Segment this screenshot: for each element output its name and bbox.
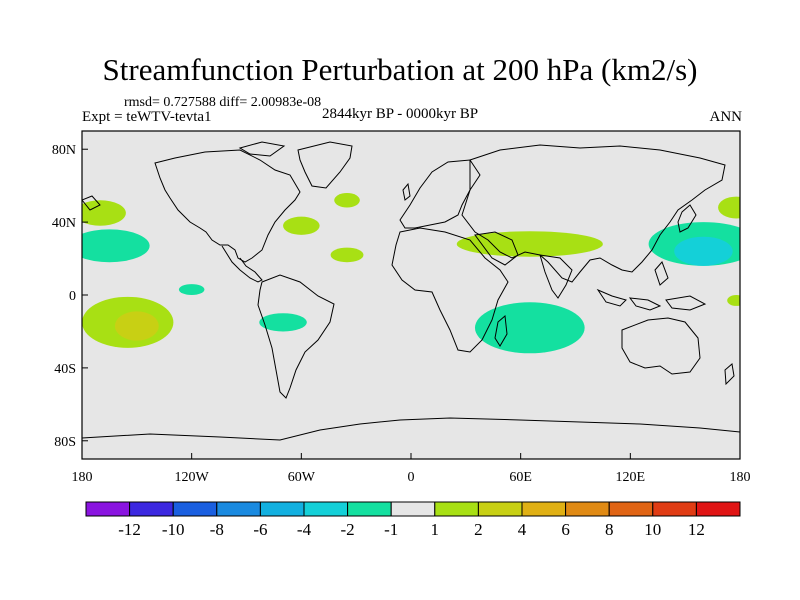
anomaly-region-2 — [82, 229, 150, 263]
colorbar-label: -2 — [341, 520, 355, 539]
season-label: ANN — [709, 109, 743, 125]
lat-tick-label: 40S — [54, 362, 76, 377]
anomaly-region-3 — [283, 216, 320, 235]
lon-tick-label: 120E — [616, 470, 646, 485]
anomaly-region-1 — [82, 200, 126, 226]
map-axes: 80N 40N 0 40S 80S 180 120W 60W 0 60E 120E 180 — [52, 143, 751, 485]
colorbar-label: -1 — [384, 520, 398, 539]
colorbar-swatch — [652, 501, 697, 517]
colorbar-swatch — [303, 501, 349, 517]
plot-title: Streamfunction Perturbation at 200 hPa (… — [102, 52, 698, 87]
lon-tick-label: 180 — [72, 470, 93, 485]
anomaly-region-4 — [334, 192, 360, 208]
lon-tick-label: 120W — [175, 470, 210, 485]
colorbar-swatch — [85, 501, 131, 517]
lat-tick-label: 40N — [52, 216, 76, 231]
colorbar-swatch — [695, 501, 741, 517]
colorbar-label: 4 — [518, 520, 527, 539]
colorbar-swatch — [565, 501, 610, 517]
colorbar-label: -12 — [118, 520, 141, 539]
lat-tick-label: 0 — [69, 289, 76, 304]
lon-tick-label: 0 — [408, 470, 415, 485]
colorbar-label: -6 — [253, 520, 267, 539]
colorbar-swatch — [608, 501, 654, 517]
colorbar-swatch — [477, 501, 523, 517]
anomaly-region-6 — [178, 284, 205, 295]
anomaly-region-9 — [259, 313, 307, 332]
colorbar-swatch — [521, 501, 567, 517]
anomaly-field — [82, 192, 740, 354]
colorbar-swatch — [259, 501, 305, 517]
lat-tick-label: 80N — [52, 143, 76, 158]
colorbar-label: 10 — [644, 520, 661, 539]
map-background — [82, 131, 740, 459]
colorbar-label: -10 — [162, 520, 185, 539]
colorbar-label: 2 — [474, 520, 483, 539]
anomaly-region-8 — [114, 311, 159, 341]
colorbar-swatch — [434, 501, 479, 517]
anomaly-region-15 — [727, 295, 740, 306]
colorbar-label: 6 — [561, 520, 570, 539]
period-label: 2844kyr BP - 0000kyr BP — [322, 106, 479, 122]
anomaly-region-5 — [330, 247, 364, 263]
lon-tick-label: 60E — [509, 470, 532, 485]
colorbar-label: -8 — [210, 520, 224, 539]
anomaly-region-14 — [718, 196, 740, 219]
colorbar-swatch — [216, 501, 261, 517]
colorbar-swatch — [129, 501, 174, 517]
colorbar-label: -4 — [297, 520, 312, 539]
colorbar-swatch — [390, 501, 436, 517]
experiment-label: Expt = teWTV-tevta1 — [82, 109, 212, 125]
colorbar-label: 8 — [605, 520, 614, 539]
anomaly-region-13 — [674, 236, 733, 266]
colorbar-label: 12 — [688, 520, 705, 539]
lon-tick-label: 180 — [730, 470, 751, 485]
colorbar-label: 1 — [431, 520, 440, 539]
colorbar-swatch — [347, 501, 392, 517]
anomaly-region-10 — [456, 231, 603, 257]
anomaly-region-11 — [474, 302, 585, 354]
lon-tick-label: 60W — [288, 470, 316, 485]
coastlines — [82, 141, 740, 441]
rmsd-diff-text: rmsd= 0.727588 diff= 2.00983e-08 — [124, 95, 322, 110]
lat-tick-label: 80S — [54, 435, 76, 450]
colorbar-swatch — [172, 501, 218, 517]
colorbar: -12 -10 -8 -6 -4 -2 -1 1 2 4 6 8 10 12 — [85, 501, 741, 539]
